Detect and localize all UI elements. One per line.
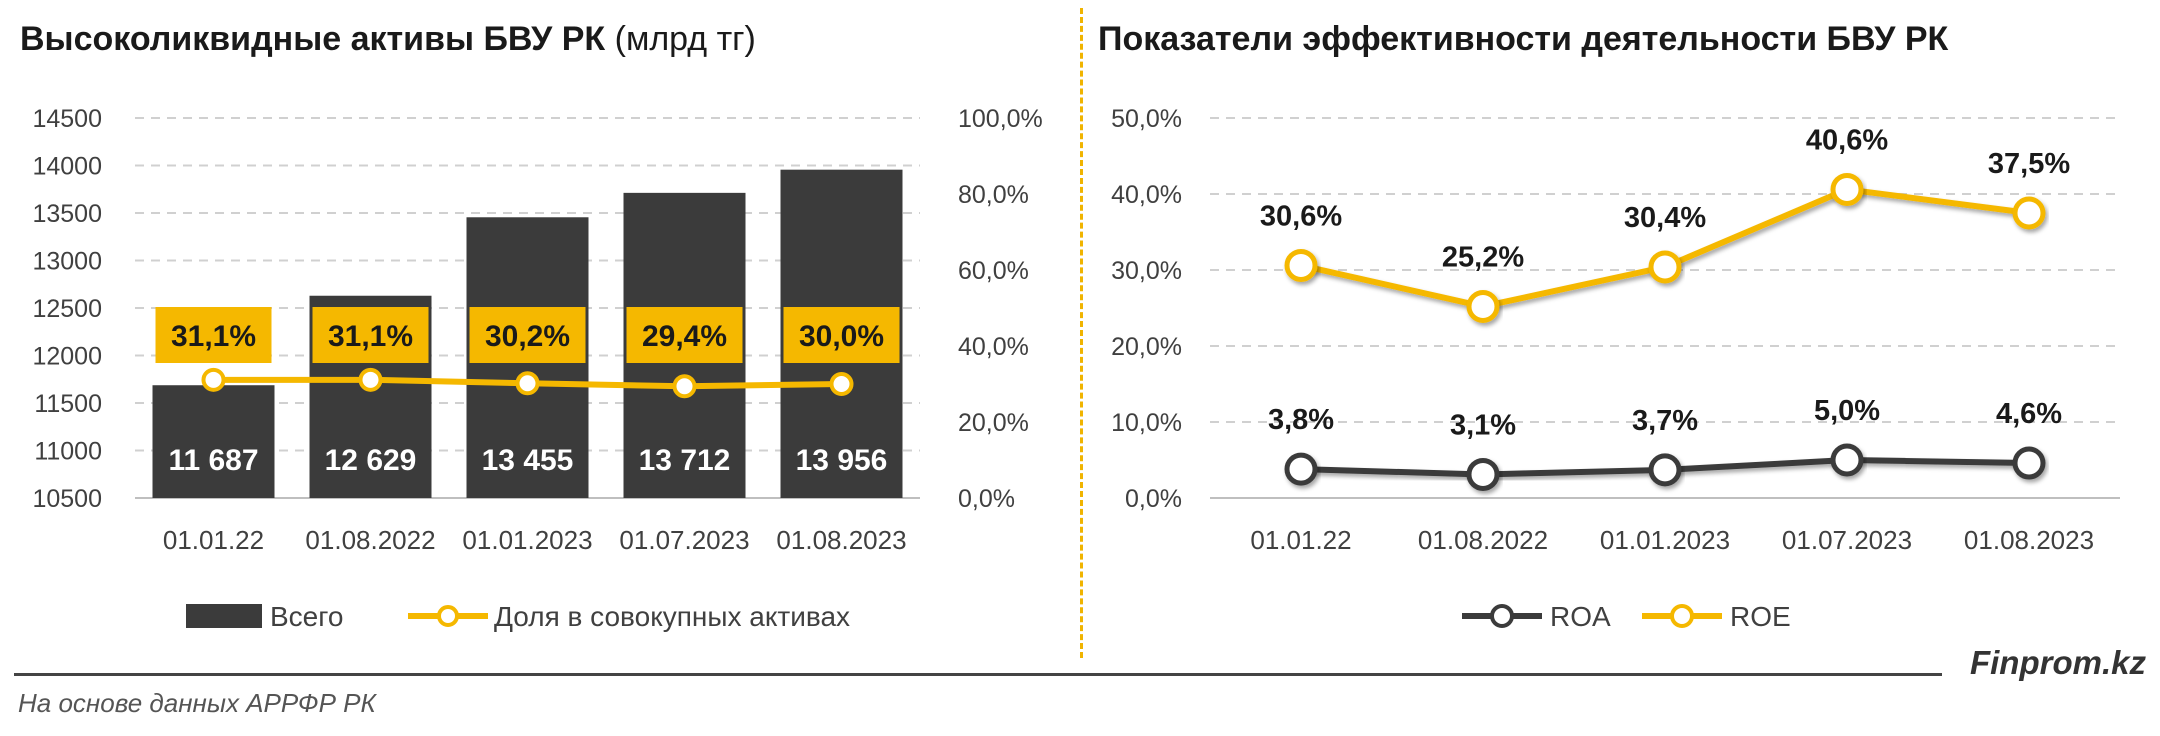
legend-label-total: Всего [270, 601, 343, 632]
bar-value-label: 11 687 [168, 444, 258, 477]
bar-value-label: 13 455 [482, 444, 574, 477]
x-tick-label: 01.08.2022 [1418, 525, 1548, 555]
roa-value-label: 3,1% [1450, 409, 1516, 441]
y-tick-label: 11500 [34, 390, 102, 418]
footer-rule [14, 673, 1942, 676]
roe-point [1648, 250, 1682, 284]
roe-value-label: 25,2% [1442, 241, 1524, 273]
x-tick-label: 01.07.2023 [619, 525, 749, 555]
y-tick-label: 12500 [32, 295, 102, 323]
y-tick-label: 0,0% [1125, 485, 1182, 513]
right-chart: 0,0% 10,0% 20,0% 30,0% 40,0% 50,0% 01.01.22 01.… [1111, 105, 2120, 632]
roa-point [1830, 443, 1864, 477]
legend-label-share: Доля в совокупных активах [494, 601, 850, 632]
bar-value-label: 12 629 [325, 444, 417, 477]
share-value-label: 29,4% [642, 320, 727, 353]
roe-value-label: 30,6% [1260, 200, 1342, 232]
left-chart: 10500 11000 11500 12000 12500 13000 13500 14000… [32, 105, 1042, 632]
legend-label-roe: ROE [1730, 601, 1791, 632]
share-point [515, 371, 540, 396]
share-label-box [469, 307, 586, 363]
share-point [358, 367, 383, 392]
share-label-box [626, 307, 743, 363]
share-value-label: 30,0% [799, 320, 884, 353]
share-point [201, 367, 226, 392]
bar-value-label: 13 956 [796, 444, 888, 477]
y-tick-label: 14000 [32, 153, 102, 181]
roe-point [1830, 172, 1864, 206]
y-tick-label: 40,0% [1111, 181, 1182, 209]
y-tick-label: 30,0% [1111, 257, 1182, 285]
roa-value-label: 5,0% [1814, 395, 1880, 427]
y2-tick-label: 100,0% [958, 105, 1043, 133]
roe-point [1284, 248, 1318, 282]
left-chart-title-unit: (млрд тг) [614, 20, 756, 58]
y-tick-label: 13000 [32, 248, 102, 276]
x-tick-label: 01.01.2023 [1600, 525, 1730, 555]
brand-logo: Finprom.kz [1969, 644, 2146, 681]
share-value-label: 31,1% [171, 320, 256, 353]
roa-point [2012, 446, 2046, 480]
legend-marker-roe [1670, 604, 1694, 628]
roe-value-label: 40,6% [1806, 124, 1888, 156]
roa-point [1284, 452, 1318, 486]
panel-divider [1080, 8, 1083, 658]
y2-tick-label: 20,0% [958, 409, 1029, 437]
x-tick-label: 01.01.2023 [462, 525, 592, 555]
roa-value-label: 4,6% [1996, 398, 2062, 430]
y-tick-label: 11000 [34, 438, 102, 466]
x-tick-label: 01.08.2023 [1964, 525, 2094, 555]
source-note: На основе данных АРРФР РК [18, 688, 376, 718]
y-tick-label: 14500 [32, 105, 102, 133]
share-label-box [783, 307, 900, 363]
roa-point [1466, 457, 1500, 491]
legend-marker-share [437, 605, 459, 627]
y2-tick-label: 80,0% [958, 181, 1029, 209]
legend-marker-roa [1490, 604, 1514, 628]
bar [152, 385, 275, 498]
roe-value-label: 30,4% [1624, 202, 1706, 234]
y-tick-label: 12000 [32, 343, 102, 371]
x-tick-label: 01.08.2022 [305, 525, 435, 555]
left-chart-title-main: Высоколиквидные активы БВУ РК [20, 20, 606, 58]
right-chart-title: Показатели эффективности деятельности БВ… [1098, 20, 1949, 58]
roa-value-label: 3,8% [1268, 404, 1334, 436]
legend-swatch-total [186, 604, 262, 628]
share-value-label: 31,1% [328, 320, 413, 353]
y-tick-label: 10500 [32, 485, 102, 513]
x-tick-label: 01.08.2023 [776, 525, 906, 555]
y-tick-label: 10,0% [1111, 409, 1182, 437]
roe-point [1466, 289, 1500, 323]
x-tick-label: 01.07.2023 [1782, 525, 1912, 555]
y-tick-label: 13500 [32, 200, 102, 228]
y2-tick-label: 60,0% [958, 257, 1029, 285]
share-point [672, 374, 697, 399]
x-tick-label: 01.01.22 [1250, 525, 1351, 555]
y2-tick-label: 40,0% [958, 333, 1029, 361]
y2-tick-label: 0,0% [958, 485, 1015, 513]
roa-value-label: 3,7% [1632, 405, 1698, 437]
left-chart-title: Высоколиквидные активы БВУ РК (млрд тг) [20, 20, 756, 59]
legend-label-roa: ROA [1550, 601, 1611, 632]
roa-point [1648, 453, 1682, 487]
roe-value-label: 37,5% [1988, 148, 2070, 180]
share-point [829, 372, 854, 396]
y-tick-label: 50,0% [1111, 105, 1182, 133]
bar-value-label: 13 712 [639, 444, 731, 477]
share-label-box [155, 307, 272, 363]
share-value-label: 30,2% [485, 320, 570, 353]
x-tick-label: 01.01.22 [163, 525, 264, 555]
share-label-box [312, 307, 429, 363]
roe-point [2012, 196, 2046, 230]
y-tick-label: 20,0% [1111, 333, 1182, 361]
